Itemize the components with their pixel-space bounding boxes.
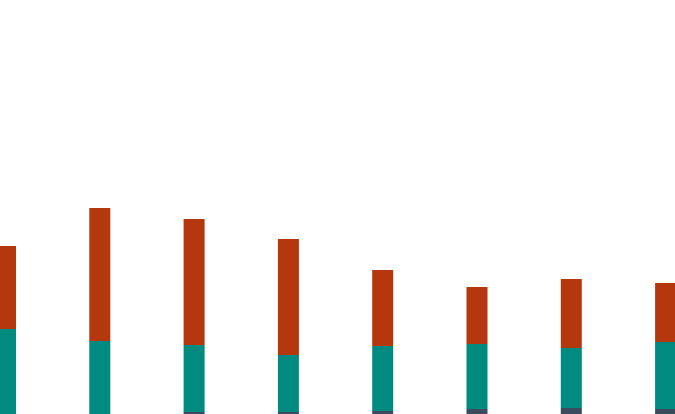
bar-1-segment-3: [0, 246, 16, 329]
bar-3-segment-1: [183, 412, 205, 414]
bar-2-segment-2: [89, 341, 111, 414]
bars-layer: [0, 208, 675, 414]
bar-3-segment-3: [183, 219, 205, 345]
bar-2-segment-3: [89, 208, 111, 341]
bar-1-segment-2: [0, 329, 16, 414]
bar-8-segment-2: [655, 342, 675, 409]
bar-6-segment-1: [466, 409, 488, 414]
bar-5-segment-1: [372, 411, 394, 414]
bar-4-segment-3: [277, 239, 299, 355]
bar-6-segment-2: [466, 344, 488, 409]
bar-7-segment-3: [560, 279, 582, 348]
bar-7-segment-2: [560, 348, 582, 408]
bar-8-segment-3: [655, 283, 675, 342]
bar-5-segment-3: [372, 270, 394, 346]
bar-8-segment-1: [655, 409, 675, 414]
bar-7-segment-1: [560, 408, 582, 414]
bar-4-segment-2: [277, 355, 299, 412]
bar-5-segment-2: [372, 346, 394, 411]
bar-3-segment-2: [183, 345, 205, 412]
bar-6-segment-3: [466, 287, 488, 344]
bar-4-segment-1: [277, 412, 299, 414]
